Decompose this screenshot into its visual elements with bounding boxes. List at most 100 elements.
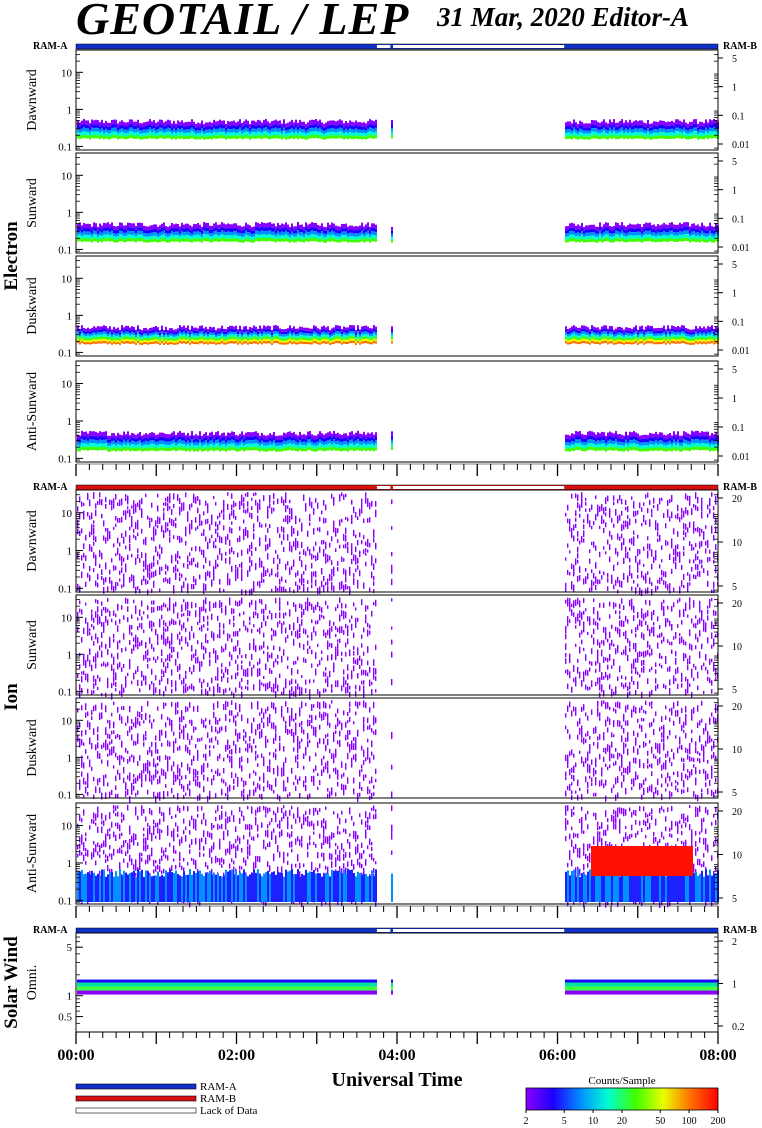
data-pixel — [189, 445, 191, 449]
data-pixel — [147, 441, 149, 446]
data-pixel — [177, 135, 179, 139]
data-pixel — [273, 338, 275, 341]
data-pixel — [355, 337, 357, 340]
data-pixel — [371, 227, 373, 232]
data-pixel — [705, 236, 707, 240]
data-pixel — [275, 131, 277, 135]
data-pixel — [165, 434, 167, 439]
data-pixel — [199, 123, 201, 128]
data-pixel — [239, 437, 241, 442]
data-pixel — [595, 233, 597, 237]
data-pixel — [133, 339, 135, 342]
data-pixel — [693, 227, 695, 232]
data-pixel — [113, 127, 115, 132]
data-pixel — [139, 431, 141, 437]
data-pixel — [299, 119, 301, 125]
data-pixel — [671, 333, 673, 337]
data-pixel — [567, 336, 569, 339]
data-pixel — [591, 124, 593, 129]
data-pixel — [667, 129, 669, 133]
data-pixel — [375, 443, 377, 448]
data-pixel — [227, 332, 229, 336]
data-pixel — [285, 444, 287, 448]
data-pixel — [629, 227, 631, 232]
data-pixel — [649, 336, 651, 340]
data-pixel — [333, 439, 335, 444]
data-pixel — [253, 132, 255, 136]
data-pixel — [339, 441, 341, 446]
data-pixel — [291, 127, 293, 132]
data-pixel — [649, 331, 651, 335]
data-pixel — [663, 125, 665, 129]
data-pixel — [709, 119, 711, 124]
data-pixel — [599, 433, 601, 438]
data-pixel — [663, 222, 665, 228]
data-pixel — [281, 136, 283, 140]
data-pixel — [91, 226, 93, 231]
data-pixel — [619, 229, 621, 233]
data-pixel — [669, 234, 671, 238]
data-pixel — [345, 135, 347, 139]
data-pixel — [579, 125, 581, 129]
data-pixel — [629, 340, 631, 343]
data-pixel — [123, 341, 125, 344]
data-pixel — [119, 339, 121, 342]
data-pixel — [275, 336, 277, 339]
data-pixel — [593, 334, 595, 338]
data-pixel — [635, 228, 637, 233]
data-pixel — [233, 447, 235, 451]
data-pixel — [177, 235, 179, 239]
data-pixel — [641, 435, 643, 440]
data-pixel — [153, 224, 155, 229]
data-pixel — [635, 328, 637, 332]
data-pixel — [679, 234, 681, 238]
data-pixel — [283, 238, 285, 242]
data-pixel — [313, 448, 315, 452]
data-pixel — [689, 329, 691, 333]
data-pixel — [269, 226, 271, 231]
data-pixel — [589, 229, 591, 233]
data-pixel — [219, 448, 221, 452]
data-pixel — [209, 440, 211, 445]
data-pixel — [195, 434, 197, 439]
data-pixel — [173, 341, 175, 343]
data-pixel — [203, 237, 205, 241]
data-pixel — [589, 430, 591, 436]
data-pixel — [657, 136, 659, 140]
data-pixel — [309, 338, 311, 341]
data-pixel — [207, 338, 209, 341]
data-pixel — [99, 431, 101, 436]
data-pixel — [359, 332, 361, 335]
data-pixel — [635, 336, 637, 339]
data-pixel — [131, 432, 133, 438]
data-pixel — [583, 438, 585, 442]
data-pixel — [671, 237, 673, 241]
data-pixel — [269, 136, 271, 140]
data-pixel — [589, 338, 591, 341]
data-pixel — [327, 331, 329, 335]
data-pixel — [197, 126, 199, 130]
data-pixel — [303, 444, 305, 449]
data-pixel — [681, 132, 683, 136]
data-pixel — [691, 334, 693, 337]
data-pixel — [305, 130, 307, 135]
data-pixel — [143, 133, 145, 137]
data-pixel — [199, 439, 201, 444]
data-pixel — [177, 342, 179, 345]
data-pixel — [349, 128, 351, 132]
data-pixel — [705, 230, 707, 234]
data-pixel — [101, 131, 103, 136]
data-pixel — [709, 337, 711, 340]
data-pixel — [327, 125, 329, 129]
data-pixel — [87, 235, 89, 239]
data-pixel — [129, 445, 131, 449]
data-pixel — [605, 336, 607, 339]
data-pixel — [315, 445, 317, 449]
data-pixel — [119, 441, 121, 446]
data-pixel — [283, 119, 285, 124]
data-pixel — [675, 335, 677, 338]
data-pixel — [253, 239, 255, 243]
data-pixel — [621, 341, 623, 345]
data-pixel — [143, 239, 145, 243]
y-right-tick-label: 1 — [732, 186, 737, 197]
